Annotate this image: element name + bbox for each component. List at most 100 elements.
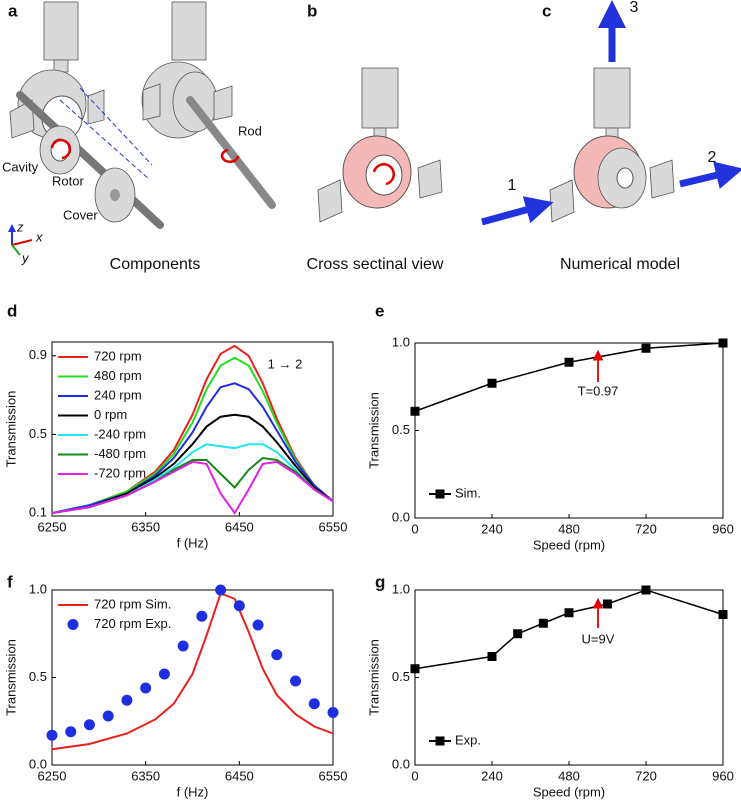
x-tick-label: 0 [411, 521, 418, 536]
chart: f 6250 6350 6450 6550 0.0 0.5 1.0 f (Hz) Transmis… [3, 572, 347, 799]
data-point [410, 406, 420, 416]
x-tick-label: 720 [635, 768, 657, 783]
legend-label: 720 rpm Exp. [94, 616, 171, 631]
x-tick-label: 6450 [225, 768, 254, 783]
series-line [51, 413, 334, 515]
x-axis-label: Speed (rpm) [533, 537, 605, 552]
legend-marker [435, 489, 445, 499]
data-point [140, 682, 152, 694]
y-tick-label: 1.0 [392, 334, 410, 349]
x-tick-label: 960 [712, 768, 734, 783]
y-tick-label: 0.5 [392, 422, 410, 437]
data-point [158, 668, 170, 680]
legend-label: Sim. [455, 485, 481, 500]
annotation: 1 → 2 [268, 356, 303, 371]
data-point [46, 729, 58, 741]
x-tick-label: 720 [635, 521, 657, 536]
y-tick-label: 1.0 [392, 581, 410, 596]
legend-marker [67, 619, 79, 630]
plot-frame [51, 341, 334, 517]
panel-label: f [7, 572, 13, 591]
series-line [51, 356, 334, 515]
axis-label: x [35, 229, 43, 244]
y-tick-label: 0.0 [392, 509, 410, 524]
x-tick-label: 6250 [38, 768, 67, 783]
legend-label: -240 rpm [94, 426, 146, 441]
caption: Numerical model [560, 256, 680, 273]
data-point [513, 629, 523, 639]
chart: g 0 240 480 720 960 0.0 0.5 1.0 Speed (rpm) Transm… [366, 572, 733, 799]
legend-label: 720 rpm Sim. [94, 596, 171, 611]
y-tick-label: 0.5 [392, 669, 410, 684]
x-tick-label: 6550 [319, 519, 348, 534]
annotation: T=0.97 [578, 383, 619, 398]
x-axis-label: f (Hz) [177, 535, 209, 550]
legend-label: 240 rpm [94, 387, 142, 402]
data-point [65, 726, 77, 738]
data-point [121, 694, 133, 706]
x-tick-label: 0 [411, 768, 418, 783]
legend-label: Exp. [455, 732, 481, 747]
cross-section-illustration [317, 67, 443, 223]
panel-label: a [8, 1, 18, 20]
data-point [564, 357, 574, 367]
data-point [641, 585, 651, 595]
data-point [641, 343, 651, 353]
part-label: Rotor [52, 173, 84, 188]
series-line [414, 589, 724, 670]
panel-label: e [375, 301, 384, 320]
part-label: Rod [238, 123, 262, 138]
y-tick-label: 0.0 [29, 756, 47, 771]
x-axis-label: f (Hz) [177, 784, 209, 799]
x-tick-label: 6350 [131, 768, 160, 783]
y-tick-label: 0.0 [392, 756, 410, 771]
data-point [487, 378, 497, 388]
part-label: Cavity [2, 159, 39, 174]
panel-label: b [307, 1, 317, 20]
caption: Cross sectinal view [307, 256, 444, 273]
data-point [177, 640, 189, 652]
data-point [252, 619, 264, 631]
part-label: Cover [63, 207, 98, 222]
legend-label: 720 rpm [94, 348, 142, 363]
x-tick-label: 240 [481, 521, 503, 536]
components-illustration [8, 1, 276, 256]
x-tick-label: 6250 [38, 519, 67, 534]
x-tick-label: 6550 [319, 768, 348, 783]
data-point [233, 600, 245, 612]
panel-label: c [542, 1, 551, 20]
y-axis-label: Transmission [366, 392, 381, 469]
legend-label: -720 rpm [94, 465, 146, 480]
legend-marker [435, 736, 445, 746]
annotation: U=9V [582, 631, 615, 646]
data-point [538, 618, 548, 628]
data-point [410, 664, 420, 674]
y-tick-label: 0.5 [29, 426, 47, 441]
data-point [271, 649, 283, 661]
x-tick-label: 480 [558, 521, 580, 536]
port-label: 1 [508, 177, 517, 194]
data-point [215, 584, 227, 596]
chart: e 0 240 480 720 960 0.0 0.5 1.0 Speed (rpm) Transm… [366, 301, 733, 552]
data-point [290, 675, 302, 687]
x-tick-label: 240 [481, 768, 503, 783]
series-line [414, 342, 724, 412]
data-point [308, 698, 320, 710]
legend-label: 0 rpm [94, 407, 127, 422]
x-tick-label: 960 [712, 521, 734, 536]
y-axis-label: Transmission [3, 391, 18, 468]
data-point [718, 338, 728, 348]
data-point [327, 707, 339, 718]
port-label: 3 [630, 0, 639, 16]
x-axis-label: Speed (rpm) [533, 784, 605, 799]
data-point [718, 610, 728, 619]
legend-label: 480 rpm [94, 368, 142, 383]
data-point [564, 608, 574, 618]
legend-label: -480 rpm [94, 446, 146, 461]
data-point [83, 719, 95, 731]
y-axis-label: Transmission [3, 639, 18, 716]
series-line [51, 460, 334, 515]
model-illustration [481, 0, 741, 226]
panel-label: d [7, 301, 17, 320]
